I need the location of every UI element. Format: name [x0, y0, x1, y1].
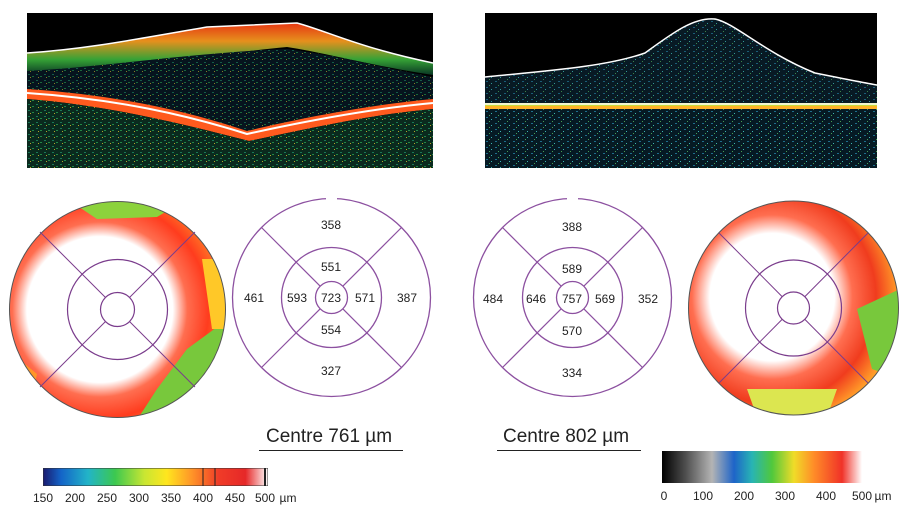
left-inferior-inner: 554 — [321, 323, 342, 337]
right-nasal-inner: 646 — [526, 292, 547, 306]
cb1-tick-5: 400 — [192, 491, 214, 505]
right-temporal-inner: 569 — [595, 292, 616, 306]
cb2-tick-4: 400 — [815, 489, 837, 503]
oct-scan-right — [485, 13, 877, 168]
right-inferior-inner: 570 — [562, 324, 583, 338]
cb2-tick-0: 0 — [660, 489, 668, 503]
caption-right: Centre 802 µm — [503, 426, 630, 447]
colorbar-right — [662, 451, 862, 483]
thickness-map-left — [7, 199, 228, 420]
cb1-unit: µm — [279, 491, 297, 505]
right-superior-outer: 388 — [562, 220, 583, 234]
cb2-tick-3: 300 — [774, 489, 796, 503]
right-superior-inner: 589 — [562, 262, 583, 276]
cb2-tick-5: 500 — [851, 489, 873, 503]
colorbar-right-ticks: 0 100 200 300 400 500 µm — [660, 489, 892, 505]
etdrs-grid-left: 358 551 461 593 723 571 387 554 327 — [230, 196, 433, 399]
cb1-tick-1: 200 — [64, 491, 86, 505]
right-nasal-outer: 484 — [483, 292, 504, 306]
cb1-tick-6: 450 — [224, 491, 246, 505]
left-inferior-outer: 327 — [321, 364, 342, 378]
left-centre-value: 723 — [321, 291, 342, 305]
left-temporal-inner: 571 — [355, 291, 376, 305]
caption-left: Centre 761 µm — [266, 426, 393, 447]
cb2-tick-1: 100 — [692, 489, 714, 503]
left-nasal-outer: 461 — [244, 291, 265, 305]
etdrs-grid-right: 388 589 484 646 757 569 352 570 334 — [471, 196, 674, 399]
caption-left-underline — [259, 450, 403, 451]
cb1-tick-7: 500 — [254, 491, 276, 505]
cb1-tick-2: 250 — [96, 491, 118, 505]
oct-scan-left — [27, 13, 433, 168]
left-superior-inner: 551 — [321, 260, 342, 274]
thickness-map-right — [687, 199, 900, 417]
left-superior-outer: 358 — [321, 218, 342, 232]
cb1-tick-4: 350 — [160, 491, 182, 505]
right-inferior-outer: 334 — [562, 366, 583, 380]
cb1-tick-3: 300 — [128, 491, 150, 505]
cb2-unit: µm — [874, 489, 892, 503]
cb1-tick-0: 150 — [32, 491, 54, 505]
colorbar-left — [43, 468, 268, 486]
caption-right-underline — [497, 450, 641, 451]
left-temporal-outer: 387 — [397, 291, 418, 305]
left-nasal-inner: 593 — [287, 291, 308, 305]
colorbar-left-ticks: 150 200 250 300 350 400 450 500 µm — [33, 491, 303, 507]
right-temporal-outer: 352 — [638, 292, 659, 306]
right-centre-value: 757 — [562, 292, 583, 306]
cb2-tick-2: 200 — [733, 489, 755, 503]
